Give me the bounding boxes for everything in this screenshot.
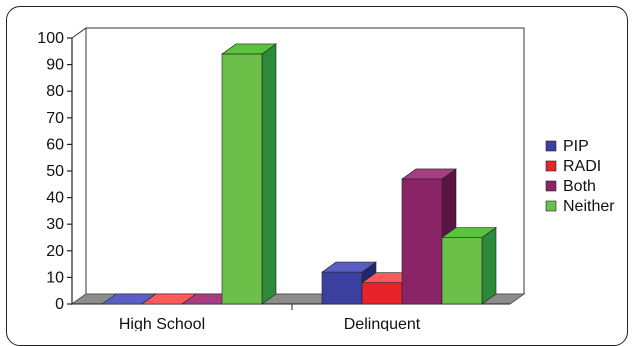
bar-top bbox=[401, 168, 457, 180]
y-tick-label: 0 bbox=[55, 296, 64, 313]
legend-item: RADI bbox=[545, 158, 601, 175]
y-axis: 0 10 20 30 40 50 60 70 80 90 100 bbox=[37, 30, 510, 313]
bar-side bbox=[261, 43, 277, 305]
bar-front bbox=[321, 271, 363, 305]
legend-item: PIP bbox=[545, 138, 589, 155]
bar-front bbox=[441, 237, 483, 305]
x-tick-label: High School bbox=[119, 316, 205, 331]
bar bbox=[441, 226, 497, 305]
bar-front bbox=[221, 53, 263, 305]
legend: PIP RADI Both Neither bbox=[545, 138, 615, 215]
bar-front bbox=[361, 282, 403, 305]
legend-label: PIP bbox=[563, 138, 589, 155]
y-tick-label: 90 bbox=[46, 57, 64, 74]
y-tick-label: 20 bbox=[46, 243, 64, 260]
y-tick-label: 40 bbox=[46, 190, 64, 207]
legend-item: Neither bbox=[545, 198, 615, 215]
y-tick-label: 50 bbox=[46, 163, 64, 180]
bar-top bbox=[221, 43, 277, 55]
bar-top bbox=[321, 261, 377, 273]
side-wall bbox=[71, 27, 87, 305]
chart-bars bbox=[101, 43, 497, 305]
bar-top bbox=[441, 227, 497, 238]
bar-chart: 0 10 20 30 40 50 60 70 80 90 100 High School Delinq… bbox=[37, 27, 615, 331]
y-tick-label: 30 bbox=[46, 216, 64, 233]
bar-front bbox=[401, 178, 443, 305]
legend-swatch bbox=[545, 180, 557, 192]
x-tick-label: Delinquent bbox=[344, 316, 421, 331]
legend-item: Both bbox=[545, 178, 596, 195]
bar-side bbox=[481, 226, 497, 305]
legend-label: Neither bbox=[563, 198, 615, 215]
y-tick-label: 10 bbox=[46, 269, 64, 286]
y-tick-label: 80 bbox=[46, 83, 64, 100]
bar bbox=[221, 43, 277, 305]
y-tick-label: 100 bbox=[37, 30, 64, 47]
legend-swatch bbox=[545, 160, 557, 172]
legend-label: RADI bbox=[563, 158, 601, 175]
y-tick-label: 60 bbox=[46, 136, 64, 153]
legend-label: Both bbox=[563, 178, 596, 195]
y-tick-label: 70 bbox=[46, 110, 64, 127]
legend-swatch bbox=[545, 140, 557, 152]
legend-swatch bbox=[545, 200, 557, 212]
x-axis: High School Delinquent bbox=[119, 304, 421, 331]
